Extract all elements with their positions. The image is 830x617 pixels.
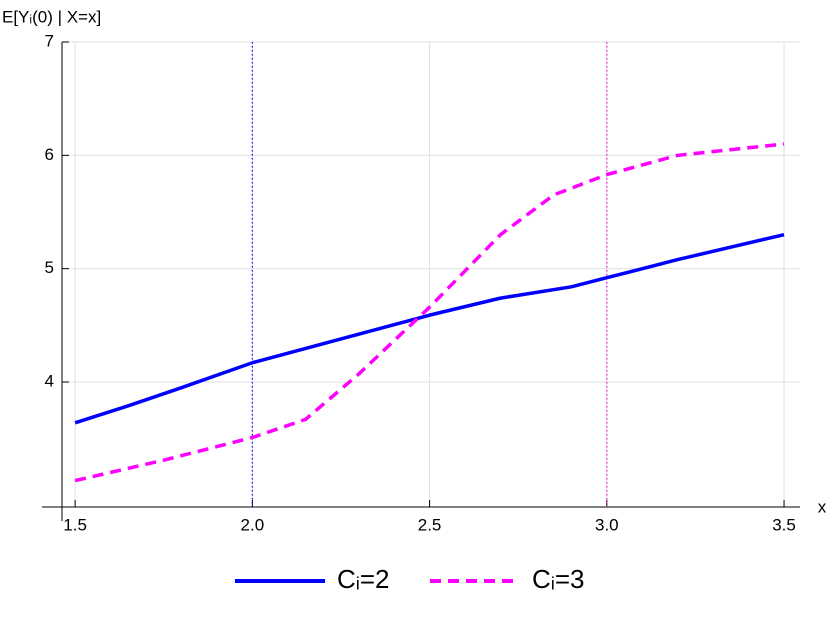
y-axis-label: E[Yᵢ(0) | X=x] bbox=[2, 7, 101, 26]
y-tick-label: 5 bbox=[45, 258, 54, 277]
y-tick-label: 4 bbox=[45, 371, 54, 390]
x-tick-label: 3.5 bbox=[772, 515, 796, 534]
line bbox=[74, 232, 785, 425]
x-tick-label: 3.0 bbox=[595, 515, 619, 534]
x-tick-label: 1.5 bbox=[63, 515, 87, 534]
line bbox=[74, 142, 785, 483]
legend-label: Cᵢ=3 bbox=[532, 564, 585, 594]
y-tick-label: 6 bbox=[45, 145, 54, 164]
x-tick-label: 2.5 bbox=[418, 515, 442, 534]
x-tick-label: 2.0 bbox=[241, 515, 265, 534]
y-tick-label: 7 bbox=[45, 31, 54, 50]
legend-label: Cᵢ=2 bbox=[337, 564, 390, 594]
x-axis-label: x bbox=[818, 497, 827, 516]
